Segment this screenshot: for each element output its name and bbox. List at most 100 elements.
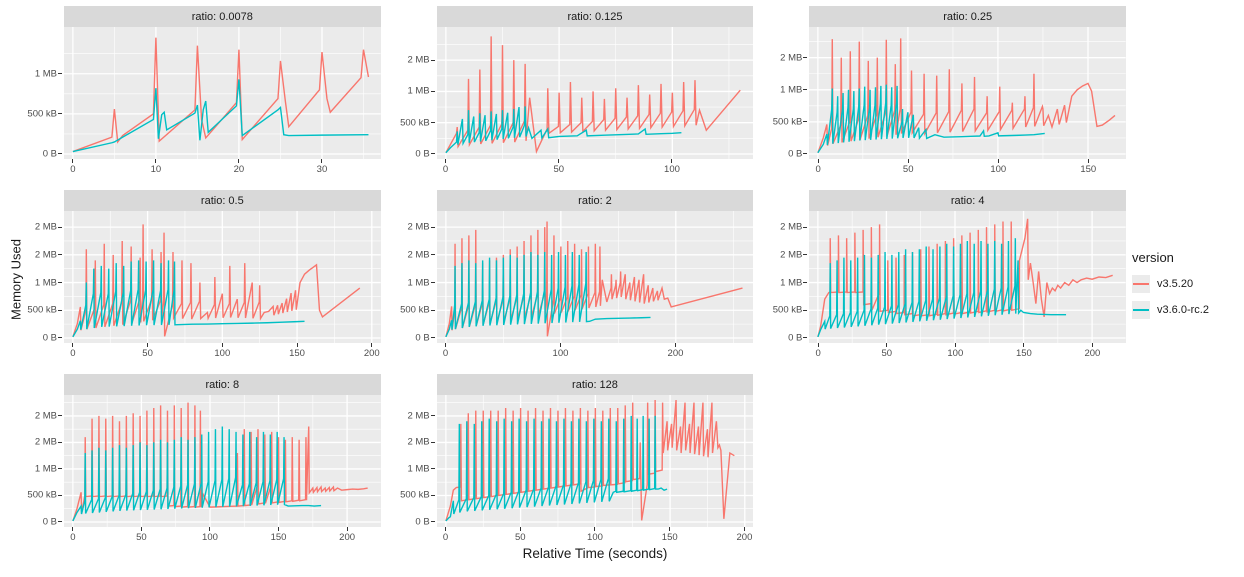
x-tick-mark bbox=[886, 343, 888, 347]
panel-canvas bbox=[64, 211, 381, 343]
y-tick-label: 0 B bbox=[42, 148, 57, 160]
plot-area: 0 50 100 150 200 bbox=[64, 211, 381, 359]
x-tick-label: 100 bbox=[587, 532, 603, 543]
facet-title: ratio: 2 bbox=[578, 194, 612, 207]
y-tick-mark bbox=[58, 468, 62, 470]
x-tick-mark bbox=[221, 343, 223, 347]
y-tick-mark bbox=[58, 309, 62, 311]
y-tick-mark bbox=[430, 282, 435, 284]
panel-canvas bbox=[64, 395, 381, 527]
legend-title: version bbox=[1132, 250, 1174, 265]
teal-series-line bbox=[73, 427, 321, 521]
y-tick-label: 500 kB bbox=[27, 489, 57, 501]
x-tick-label: 100 bbox=[947, 348, 964, 359]
facet-strip: ratio: 0.5 bbox=[64, 190, 381, 211]
x-tick-label: 0 bbox=[815, 164, 821, 175]
y-tick-label: 1 MB bbox=[780, 84, 803, 96]
teal-series-line bbox=[818, 85, 1045, 153]
facet-strip: ratio: 0.125 bbox=[436, 6, 754, 27]
legend-item-label: v3.6.0-rc.2 bbox=[1157, 304, 1209, 316]
panel-canvas bbox=[809, 27, 1126, 159]
panel-canvas bbox=[64, 27, 381, 159]
x-tick-mark bbox=[519, 527, 521, 531]
facet-strip: ratio: 0.0078 bbox=[64, 6, 381, 27]
y-axis-labels: 0 B 500 kB 1 MB 2 MB 2 MB bbox=[391, 211, 437, 343]
plot-area: 0 50 100 150 bbox=[809, 27, 1126, 175]
x-tick-label: 50 bbox=[553, 164, 565, 175]
y-tick-label: 0 B bbox=[788, 148, 803, 160]
y-tick-label: 2 MB bbox=[780, 249, 803, 261]
y-axis-labels: 0 B 500 kB 1 MB 2 MB 2 MB bbox=[18, 211, 64, 343]
red-series-line bbox=[73, 403, 368, 521]
plot-area: 0 50 100 150 200 bbox=[64, 395, 381, 543]
y-tick-mark bbox=[430, 521, 435, 523]
x-tick-label: 150 bbox=[289, 348, 305, 359]
x-tick-label: 200 bbox=[736, 532, 753, 543]
y-tick-label: 0 B bbox=[415, 516, 430, 528]
x-tick-label: 0 bbox=[442, 532, 449, 543]
facet-title: ratio: 0.0078 bbox=[191, 10, 253, 23]
teal-series-line bbox=[818, 238, 1066, 337]
x-tick-label: 100 bbox=[202, 532, 218, 543]
teal-series-line bbox=[446, 252, 651, 337]
facet-title: ratio: 4 bbox=[950, 194, 985, 207]
y-tick-mark bbox=[430, 153, 435, 155]
facet-panel: ratio: 0.0078 0 B 500 kB 1 MB 0 10 20 30 bbox=[18, 6, 381, 175]
facet-title: ratio: 0.25 bbox=[943, 10, 993, 23]
y-tick-mark bbox=[803, 309, 808, 311]
x-tick-mark bbox=[445, 527, 447, 531]
y-tick-label: 0 B bbox=[415, 148, 430, 160]
legend-key-teal-line-icon bbox=[1132, 301, 1150, 319]
x-tick-mark bbox=[671, 159, 673, 163]
x-tick-label: 150 bbox=[270, 532, 287, 543]
y-tick-mark bbox=[58, 113, 62, 115]
legend: version v3.5.20 v3.6.0-rc.2 bbox=[1126, 0, 1244, 577]
y-axis-labels: 0 B 500 kB 1 MB bbox=[18, 27, 64, 159]
x-tick-mark bbox=[72, 527, 74, 531]
y-tick-mark bbox=[803, 226, 808, 228]
x-tick-mark bbox=[321, 159, 323, 163]
y-tick-mark bbox=[430, 441, 435, 443]
y-tick-mark bbox=[430, 494, 435, 496]
y-tick-label: 2 MB bbox=[34, 436, 57, 448]
x-tick-label: 200 bbox=[1084, 348, 1101, 359]
red-series-line bbox=[446, 36, 740, 152]
panel-canvas bbox=[809, 211, 1126, 343]
x-tick-label: 30 bbox=[316, 164, 328, 175]
x-tick-mark bbox=[238, 159, 240, 163]
x-tick-label: 100 bbox=[214, 348, 231, 359]
legend-item-v360rc2: v3.6.0-rc.2 bbox=[1132, 301, 1244, 319]
plot-area: 0 50 100 150 200 bbox=[809, 211, 1126, 359]
y-tick-label: 500 kB bbox=[400, 489, 430, 501]
y-tick-mark bbox=[803, 282, 808, 284]
facet-grid-area: ratio: 0.0078 0 B 500 kB 1 MB 0 10 20 30 rati… bbox=[18, 0, 1126, 577]
y-tick-mark bbox=[803, 121, 808, 123]
y-tick-label: 0 B bbox=[42, 516, 57, 528]
facet-strip: ratio: 0.25 bbox=[809, 6, 1126, 27]
y-tick-label: 0 B bbox=[415, 332, 430, 344]
y-tick-mark bbox=[58, 521, 62, 523]
legend-key-red-line-icon bbox=[1132, 275, 1150, 293]
y-tick-mark bbox=[58, 226, 62, 228]
x-tick-mark bbox=[907, 159, 909, 163]
y-tick-mark bbox=[58, 494, 62, 496]
x-tick-mark bbox=[558, 159, 560, 163]
y-tick-label: 1 MB bbox=[407, 463, 430, 475]
y-tick-label: 2 MB bbox=[407, 410, 430, 422]
y-tick-label: 2 MB bbox=[407, 249, 430, 261]
y-tick-label: 1 MB bbox=[34, 68, 57, 80]
facet-panel: ratio: 128 0 B 500 kB 1 MB 2 MB 2 MB 0 50 100 1… bbox=[391, 374, 754, 543]
x-tick-mark bbox=[445, 159, 447, 163]
y-tick-mark bbox=[58, 254, 62, 256]
panel-canvas bbox=[437, 395, 754, 527]
y-tick-label: 500 kB bbox=[27, 108, 57, 120]
plot-area: 0 50 100 bbox=[436, 27, 754, 175]
x-tick-mark bbox=[72, 343, 74, 347]
teal-series-line bbox=[73, 79, 369, 151]
red-series-line bbox=[818, 38, 1115, 152]
facet-title: ratio: 8 bbox=[205, 378, 240, 391]
facet-title: ratio: 0.125 bbox=[567, 10, 623, 23]
y-tick-label: 2 MB bbox=[34, 410, 57, 422]
x-tick-mark bbox=[954, 343, 956, 347]
y-tick-label: 0 B bbox=[42, 332, 57, 344]
